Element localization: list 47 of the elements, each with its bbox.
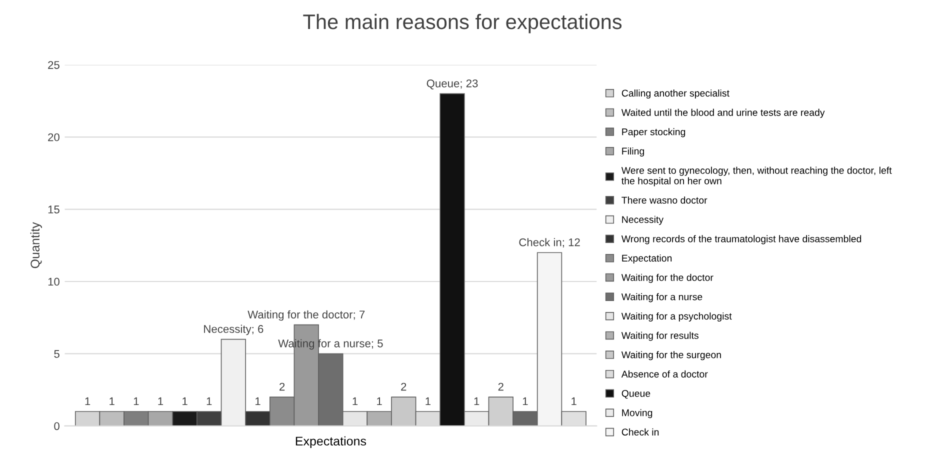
data-label: Queue; 23 <box>426 79 478 90</box>
legend-label: Waited until the blood and urine tests are ready <box>621 108 825 118</box>
legend-label: Were sent to gynecology, then, without reaching the doctor, left the hospital on her own <box>621 166 892 186</box>
chart-title: The main reasons for expectations <box>303 14 622 34</box>
data-label: 1 <box>352 397 358 406</box>
legend-label: Moving <box>622 409 652 418</box>
data-label: 1 <box>572 397 576 406</box>
legend-label: Absence of a doctor <box>621 370 708 378</box>
data-label: 1 <box>206 397 212 406</box>
legend-label: There wasno doctor <box>622 196 708 204</box>
legend-label: Waiting for results <box>621 332 698 341</box>
data-label: 1 <box>134 397 139 406</box>
legend-label: Waiting for a nurse <box>621 293 702 302</box>
legend-label: Waiting for the doctor <box>621 274 714 283</box>
data-label: Check in; 12 <box>519 238 580 248</box>
y-tick-label: 10 <box>48 278 60 286</box>
y-tick-label: 5 <box>54 350 60 358</box>
data-label: 1 <box>256 397 260 406</box>
data-label: 1 <box>110 397 114 406</box>
data-label: Waiting for the doctor; 7 <box>248 310 365 321</box>
legend-label: Check in <box>622 428 659 436</box>
data-label: 1 <box>182 397 188 406</box>
legend-label: Paper stocking <box>622 128 686 138</box>
data-label: 2 <box>498 382 504 391</box>
data-label: Necessity; 6 <box>204 324 264 336</box>
data-label: 2 <box>401 382 406 391</box>
x-axis-title: Expectations <box>296 436 366 448</box>
legend-label: Filing <box>622 147 644 157</box>
data-label: 2 <box>280 382 285 391</box>
y-tick-label: 15 <box>48 206 60 214</box>
legend-label: Calling another specialist <box>622 89 730 99</box>
data-label: 1 <box>85 397 90 406</box>
legend-label: Expectation <box>622 254 672 264</box>
data-label: 1 <box>426 397 430 406</box>
legend-label: Waiting for a psychologist <box>621 312 732 322</box>
y-tick-label: 20 <box>48 133 60 142</box>
data-label: 1 <box>474 397 480 406</box>
legend-label: Wrong records of the traumatologist have disassembled <box>621 235 862 244</box>
legend-label: Waiting for the surgeon <box>621 351 721 360</box>
y-axis-title: Quantity <box>30 222 42 268</box>
data-label: 1 <box>377 397 382 406</box>
data-label: 1 <box>522 397 528 406</box>
legend-label: Queue <box>622 390 650 399</box>
y-tick-label: 25 <box>48 61 60 69</box>
legend-label: Necessity <box>622 216 664 225</box>
y-tick-label: 0 <box>54 422 60 430</box>
data-label: 1 <box>158 397 164 406</box>
